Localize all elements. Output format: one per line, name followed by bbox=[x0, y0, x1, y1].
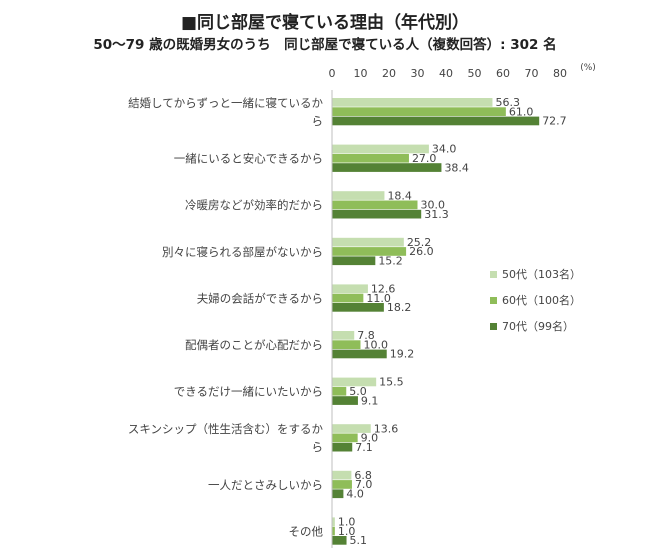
bar bbox=[332, 331, 355, 340]
data-label: 26.0 bbox=[409, 245, 434, 258]
data-label: 9.0 bbox=[361, 432, 379, 445]
bar bbox=[332, 424, 371, 433]
legend-swatch bbox=[490, 271, 497, 278]
bar bbox=[332, 237, 404, 247]
bar bbox=[332, 284, 368, 294]
data-label: 11.0 bbox=[366, 292, 391, 305]
bar bbox=[332, 153, 409, 163]
x-tick-label: 0 bbox=[329, 67, 336, 80]
category-label: 配偶者のことが心配だから bbox=[185, 338, 323, 352]
category-label: 一緒にいると安心できるから bbox=[174, 152, 323, 166]
x-tick-label: 10 bbox=[354, 67, 368, 80]
bar bbox=[332, 163, 442, 172]
legend-label: 70代（99名） bbox=[502, 319, 574, 333]
bar bbox=[332, 386, 347, 396]
data-label: 1.0 bbox=[338, 525, 356, 538]
data-label: 34.0 bbox=[432, 143, 457, 156]
x-tick-label: 50 bbox=[468, 67, 482, 80]
chart-title: ■同じ部屋で寝ている理由（年代別） bbox=[180, 13, 470, 33]
data-label: 19.2 bbox=[390, 348, 415, 361]
bar bbox=[332, 107, 506, 116]
data-label: 31.3 bbox=[424, 208, 449, 221]
data-label: 30.0 bbox=[421, 199, 446, 212]
legend-swatch bbox=[490, 297, 497, 304]
data-label: 9.1 bbox=[361, 394, 379, 407]
bar bbox=[332, 144, 429, 154]
data-label: 18.2 bbox=[387, 301, 412, 314]
bar bbox=[332, 526, 335, 536]
x-tick-label: 70 bbox=[525, 67, 539, 80]
bar bbox=[332, 191, 385, 200]
data-label: 5.1 bbox=[350, 534, 368, 547]
data-label: 15.5 bbox=[379, 376, 404, 389]
bar bbox=[332, 489, 344, 499]
bar bbox=[332, 517, 335, 527]
legend-label: 60代（100名） bbox=[502, 293, 581, 307]
data-label: 18.4 bbox=[387, 189, 412, 202]
category-label: 結婚してからずっと一緒に寝ているか bbox=[128, 96, 323, 110]
legend-label: 50代（103名） bbox=[502, 267, 581, 281]
data-label: 38.4 bbox=[444, 161, 469, 174]
data-label: 7.0 bbox=[355, 478, 373, 491]
data-label: 27.0 bbox=[412, 152, 437, 165]
data-label: 56.3 bbox=[495, 96, 519, 109]
legend-swatch bbox=[490, 323, 497, 330]
category-label: ら bbox=[312, 114, 324, 128]
bar bbox=[332, 200, 418, 210]
category-label: その他 bbox=[289, 524, 324, 538]
data-label: 7.8 bbox=[357, 329, 375, 342]
data-label: 6.8 bbox=[354, 469, 372, 482]
bar bbox=[332, 340, 361, 349]
data-label: 15.2 bbox=[378, 255, 403, 268]
category-label: 一人だとさみしいから bbox=[208, 478, 323, 492]
bar bbox=[332, 303, 384, 312]
bar bbox=[332, 396, 358, 405]
x-tick-label: 30 bbox=[411, 67, 425, 80]
bar bbox=[332, 116, 540, 126]
data-label: 4.0 bbox=[346, 488, 364, 501]
x-tick-label: 60 bbox=[496, 67, 510, 80]
category-label: 別々に寝られる部屋がないから bbox=[162, 245, 323, 259]
category-label: できるだけ一緒にいたいから bbox=[174, 385, 323, 399]
unit-label: (%) bbox=[580, 63, 596, 73]
bar bbox=[332, 247, 407, 256]
data-label: 1.0 bbox=[338, 516, 356, 529]
category-label: 冷暖房などが効率的だから bbox=[185, 198, 323, 212]
data-label: 61.0 bbox=[509, 105, 533, 118]
x-tick-label: 80 bbox=[553, 67, 567, 80]
data-label: 7.1 bbox=[355, 441, 373, 454]
bar bbox=[332, 256, 376, 266]
data-label: 25.2 bbox=[407, 236, 432, 249]
data-label: 10.0 bbox=[364, 338, 389, 351]
bar bbox=[332, 349, 387, 359]
chart-subtitle: 50〜79 歳の既婚男女のうち 同じ部屋で寝ている人（複数回答）: 302 名 bbox=[93, 37, 557, 53]
data-label: 5.0 bbox=[349, 385, 367, 398]
bar bbox=[332, 470, 352, 480]
x-tick-label: 40 bbox=[439, 67, 453, 80]
x-tick-label: 20 bbox=[382, 67, 396, 80]
data-label: 12.6 bbox=[371, 283, 396, 296]
bar bbox=[332, 442, 353, 452]
bar bbox=[332, 209, 422, 219]
bar bbox=[332, 536, 347, 545]
bar bbox=[332, 433, 358, 443]
bar bbox=[332, 377, 377, 387]
bar bbox=[332, 98, 493, 107]
category-label: ら bbox=[312, 440, 324, 454]
data-label: 13.6 bbox=[374, 422, 399, 435]
data-label: 72.7 bbox=[542, 115, 567, 128]
bar bbox=[332, 480, 352, 489]
bar bbox=[332, 293, 364, 303]
category-label: スキンシップ（性生活含む）をするか bbox=[128, 422, 324, 436]
category-label: 夫婦の会話ができるから bbox=[197, 291, 323, 305]
